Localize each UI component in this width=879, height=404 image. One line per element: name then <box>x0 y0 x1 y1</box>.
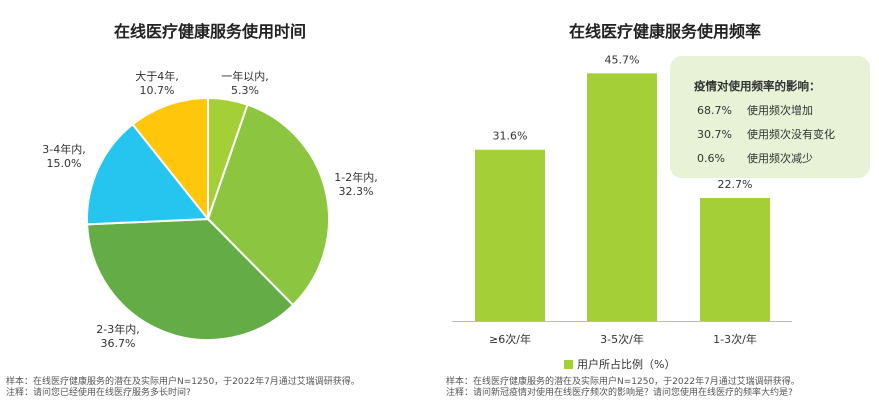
bar-value-label: 45.7% <box>605 53 640 66</box>
slice-category-label: 一年以内, <box>221 69 269 83</box>
legend-label: 用户所占比例（%） <box>577 358 676 371</box>
bar-category-label: 3-5次/年 <box>600 332 644 346</box>
slice-value-label: 36.7% <box>101 337 136 350</box>
callout-row: 0.6% 使用频次减少 <box>697 150 813 166</box>
pie-chart-title: 在线医疗健康服务使用时间 <box>113 22 306 41</box>
bar-value-label: 31.6% <box>493 130 528 143</box>
bar-source-note: 样本：在线医疗健康服务的潜在及实际用户N=1250，于2022年7月通过艾瑞调研… <box>446 377 800 399</box>
bar-question-note: 注释：请问新冠疫情对使用在线医疗频次的影响是？请问您使用在线医疗的频率大约是? <box>446 388 793 398</box>
bar-chart-title: 在线医疗健康服务使用频率 <box>568 22 761 41</box>
pie-question-note: 注释：请问您已经使用在线医疗服务多长时间? <box>6 388 191 398</box>
slice-category-label: 大于4年, <box>135 69 179 83</box>
pie-slice <box>86 122 211 226</box>
pie-sample-note: 样本：在线医疗健康服务的潜在及实际用户N=1250，于2022年7月通过艾瑞调研… <box>6 377 360 387</box>
callout-row: 68.7% 使用频次增加 <box>697 102 813 118</box>
bar-category-label: ≥6次/年 <box>489 332 531 346</box>
bar-sample-note: 样本：在线医疗健康服务的潜在及实际用户N=1250，于2022年7月通过艾瑞调研… <box>446 377 800 387</box>
bar-category-label: 1-3次/年 <box>713 332 757 346</box>
bar <box>700 197 770 321</box>
callout-row-text: 使用频次没有变化 <box>747 128 835 141</box>
pie-source-note: 样本：在线医疗健康服务的潜在及实际用户N=1250，于2022年7月通过艾瑞调研… <box>6 377 360 399</box>
bar <box>587 73 657 321</box>
slice-category-label: 1-2年内, <box>334 170 377 184</box>
slice-value-label: 32.3% <box>339 185 374 198</box>
callout-row-text: 使用频次增加 <box>747 104 813 117</box>
pandemic-impact-callout: 疫情对使用频率的影响： 68.7% 使用频次增加 30.7% 使用频次没有变化 0.… <box>670 56 870 178</box>
bar-value-label: 22.7% <box>718 178 753 191</box>
slice-value-label: 5.3% <box>231 84 259 97</box>
callout-row-pct: 30.7% <box>697 128 732 141</box>
legend-swatch <box>564 360 573 369</box>
slice-category-label: 2-3年内, <box>96 322 139 336</box>
slice-category-label: 3-4年内, <box>42 142 85 156</box>
bar-legend: 用户所占比例（%） <box>564 356 675 372</box>
slice-value-label: 15.0% <box>47 157 82 170</box>
slice-value-label: 10.7% <box>140 84 175 97</box>
callout-row: 30.7% 使用频次没有变化 <box>697 126 835 142</box>
pie-slice <box>206 103 330 307</box>
pie-slice <box>131 96 209 222</box>
callout-row-pct: 0.6% <box>697 152 725 165</box>
callout-row-pct: 68.7% <box>697 104 732 117</box>
callout-row-text: 使用频次减少 <box>747 152 813 165</box>
bar <box>475 149 545 321</box>
callout-title: 疫情对使用频率的影响： <box>694 79 821 93</box>
pie-slice <box>86 217 295 341</box>
